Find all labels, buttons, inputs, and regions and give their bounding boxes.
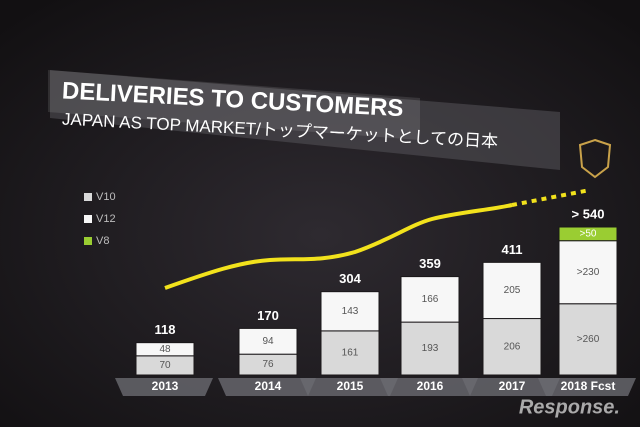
data-label: 166 (422, 294, 439, 305)
watermark: Response. (519, 396, 620, 418)
data-label: 48 (159, 344, 171, 355)
bar-segment (238, 327, 298, 355)
data-label: 205 (504, 285, 521, 296)
bar-segment (400, 276, 460, 323)
bar-segment (320, 291, 380, 332)
x-tick-label: 2018 Fcst (561, 379, 616, 393)
data-label: 94 (262, 336, 274, 347)
bar-segment (320, 330, 380, 376)
total-label: 304 (339, 271, 361, 286)
bar-segment (482, 318, 542, 376)
bar-segment (135, 342, 195, 357)
title-band (50, 70, 560, 170)
x-tick-label: 2014 (255, 379, 282, 393)
data-label: 143 (342, 306, 359, 317)
total-label: 118 (155, 322, 176, 337)
legend-label: V12 (96, 213, 116, 225)
data-label: 76 (262, 359, 274, 370)
data-label: >260 (577, 334, 600, 345)
data-label: 161 (342, 348, 359, 359)
bar-segment (558, 226, 618, 242)
data-label: 206 (504, 341, 521, 352)
total-label: > 540 (572, 206, 605, 221)
legend-label: V8 (96, 235, 109, 247)
x-tick-label: 2016 (417, 379, 444, 393)
legend-swatch (84, 237, 92, 245)
chart: 2013 2014 2015 2016 2017 2018 Fcst V10 V12 V8 70 4… (84, 191, 636, 396)
bar-segment (400, 321, 460, 376)
bar-segment (558, 303, 618, 376)
x-tick-label: 2017 (499, 379, 526, 393)
category-band (115, 378, 213, 396)
category-band (538, 378, 636, 396)
bar-segment (482, 261, 542, 320)
legend-label: V10 (96, 191, 116, 203)
trend-line-forecast (511, 188, 591, 207)
title-highlight (48, 70, 420, 140)
legend-swatch (84, 193, 92, 201)
trend-line (164, 203, 513, 290)
data-label: 193 (422, 343, 439, 354)
data-label: 70 (159, 360, 171, 371)
total-label: 359 (419, 256, 441, 271)
data-label: >50 (580, 228, 597, 239)
total-label: 170 (257, 308, 279, 323)
data-label: >230 (577, 267, 600, 278)
bar-segment (558, 240, 618, 305)
category-band (300, 378, 398, 396)
legend-swatch (84, 215, 92, 223)
category-band (380, 378, 478, 396)
logo (578, 138, 612, 179)
category-band (218, 378, 316, 396)
x-tick-label: 2015 (337, 379, 364, 393)
x-tick-label: 2013 (152, 379, 179, 393)
total-label: 411 (502, 242, 523, 257)
category-band (462, 378, 560, 396)
